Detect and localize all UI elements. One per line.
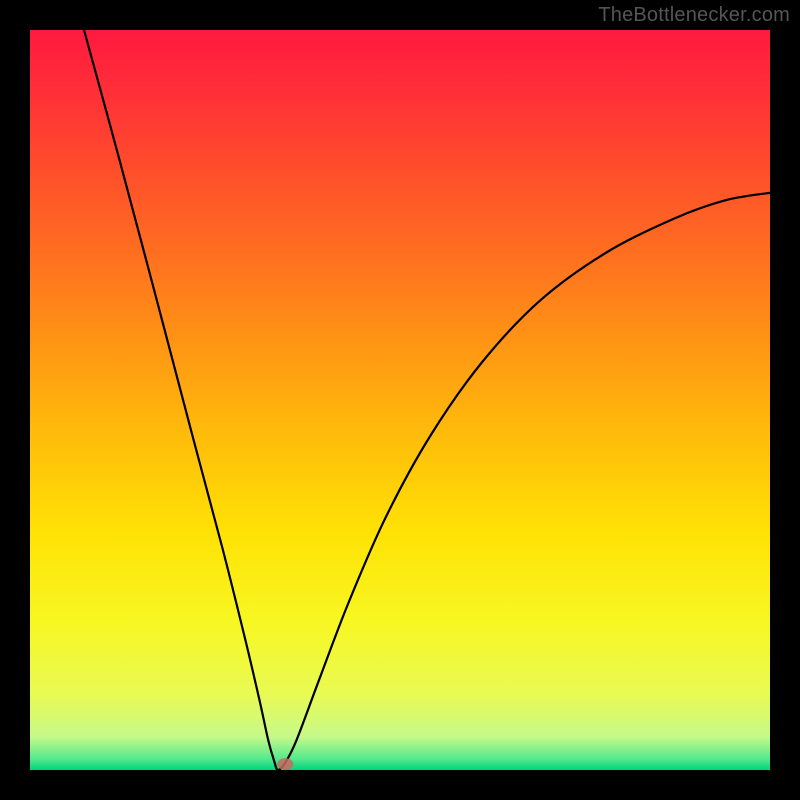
chart-stage: TheBottlenecker.com: [0, 0, 800, 800]
plot-background: [30, 30, 770, 770]
bottleneck-plot: [0, 0, 800, 800]
minimum-marker: [277, 758, 293, 770]
